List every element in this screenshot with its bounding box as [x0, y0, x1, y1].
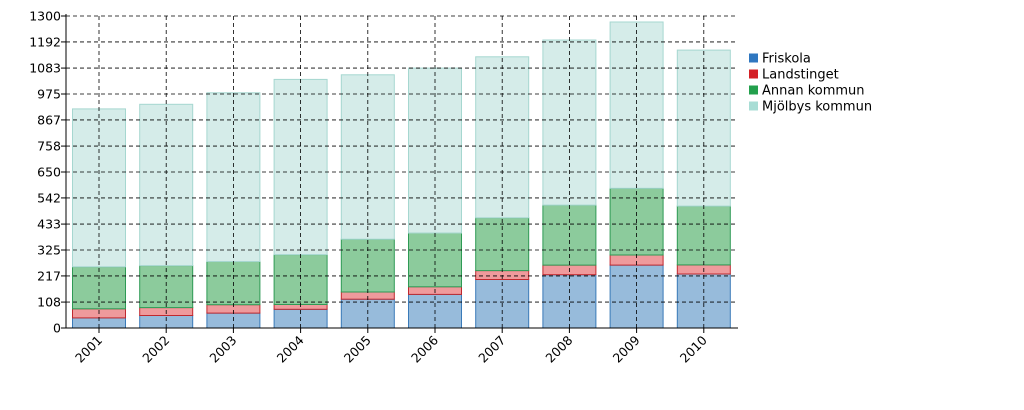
y-tick-label: 1083: [29, 61, 61, 76]
y-tick-label: 650: [37, 165, 61, 180]
y-tick-label: 325: [37, 243, 61, 258]
y-tick-label: 1300: [29, 9, 61, 24]
y-tick-label: 975: [37, 87, 61, 102]
legend-swatch-landstinget: [749, 69, 758, 79]
legend-swatch-friskola: [749, 53, 758, 63]
y-tick-label: 0: [53, 321, 61, 336]
x-tick-label: 2007: [475, 333, 508, 366]
bar-mjölbys-kommun-2009: [609, 21, 664, 189]
bar-annan-kommun-2001: [72, 266, 126, 310]
y-tick-label: 217: [37, 268, 61, 283]
legend-label: Mjölbys kommun: [762, 100, 872, 115]
y-tick-label: 867: [37, 112, 61, 127]
legend-label: Annan kommun: [762, 84, 865, 99]
x-tick-label: 2002: [139, 333, 172, 366]
x-tick-label: 2009: [610, 332, 643, 365]
x-tick-label: 2001: [72, 333, 105, 366]
legend-swatch-annan-kommun: [749, 85, 758, 95]
x-tick-label: 2003: [206, 333, 239, 366]
y-tick-label: 542: [37, 190, 61, 205]
y-tick-label: 433: [37, 217, 61, 232]
x-tick-label: 2004: [274, 332, 307, 365]
y-tick-label: 758: [37, 139, 61, 154]
y-tick-label: 1192: [29, 34, 61, 49]
x-tick-label: 2008: [542, 332, 575, 365]
legend-swatch-mjölbys-kommun: [749, 101, 758, 111]
x-tick-label: 2006: [408, 332, 441, 365]
legend-label: Landstinget: [762, 68, 839, 83]
grid-layer: [66, 15, 738, 328]
y-tick-label: 108: [37, 295, 61, 310]
x-tick-label: 2010: [677, 332, 710, 365]
bar-annan-kommun-2002: [139, 265, 194, 309]
legend-label: Friskola: [762, 52, 811, 67]
x-tick-label: 2005: [341, 333, 374, 366]
